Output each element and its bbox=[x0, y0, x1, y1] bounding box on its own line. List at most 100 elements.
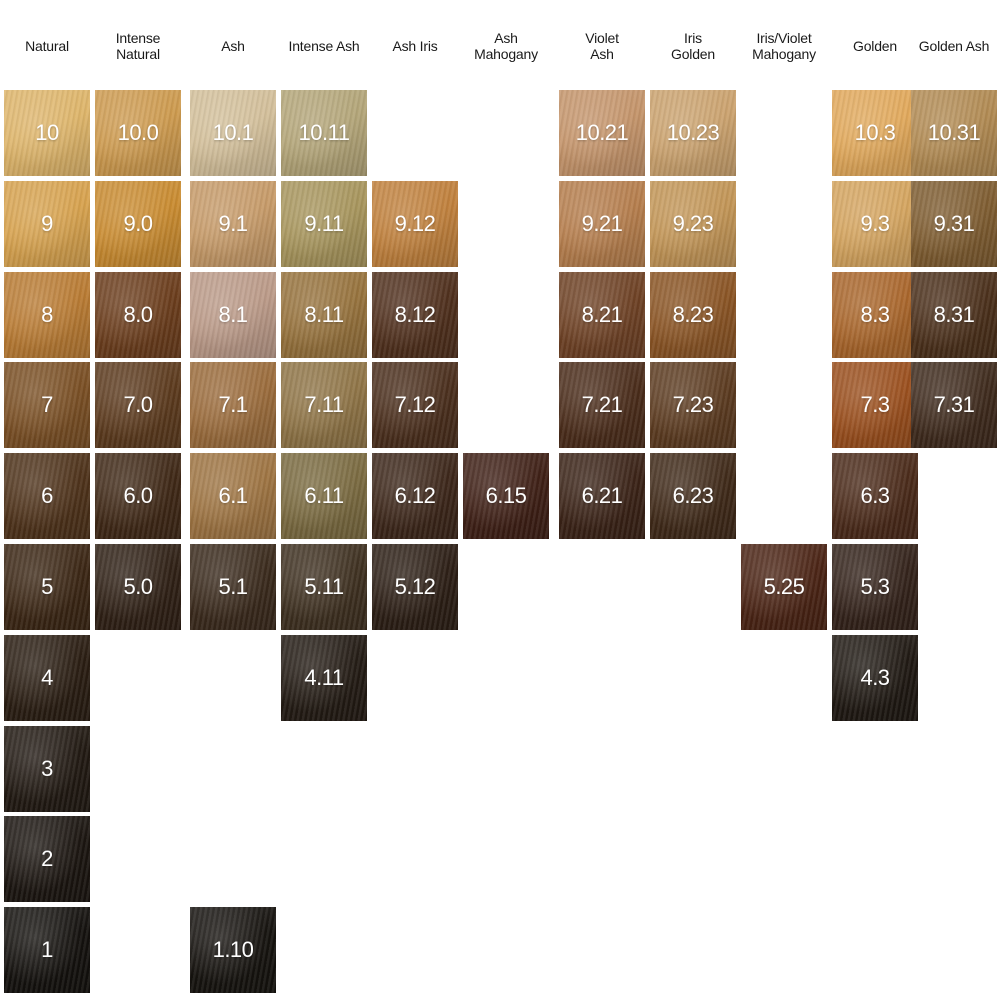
color-swatch-6-15[interactable]: 6.15 bbox=[463, 453, 549, 539]
color-swatch-5-12[interactable]: 5.12 bbox=[372, 544, 458, 630]
color-swatch-5-11[interactable]: 5.11 bbox=[281, 544, 367, 630]
swatch-code: 10.21 bbox=[575, 120, 629, 145]
color-swatch-5-3[interactable]: 5.3 bbox=[832, 544, 918, 630]
color-swatch-9-23[interactable]: 9.23 bbox=[650, 181, 736, 267]
color-swatch-7-3[interactable]: 7.3 bbox=[832, 362, 918, 448]
swatch-code: 3 bbox=[41, 756, 53, 781]
color-swatch-7-21[interactable]: 7.21 bbox=[559, 362, 645, 448]
color-swatch-4-11[interactable]: 4.11 bbox=[281, 635, 367, 721]
swatch-code: 9.11 bbox=[304, 211, 344, 236]
color-swatch-6-1[interactable]: 6.1 bbox=[190, 453, 276, 539]
color-swatch-5-25[interactable]: 5.25 bbox=[741, 544, 827, 630]
swatch-code: 8.23 bbox=[672, 302, 714, 327]
color-swatch-8-12[interactable]: 8.12 bbox=[372, 272, 458, 358]
column-header-iris-golden: Iris Golden bbox=[671, 30, 715, 62]
swatch-code: 10.11 bbox=[298, 120, 350, 145]
color-swatch-9-12[interactable]: 9.12 bbox=[372, 181, 458, 267]
color-swatch-10-0[interactable]: 10.0 bbox=[95, 90, 181, 176]
color-swatch-3[interactable]: 3 bbox=[4, 726, 90, 812]
column-header-intense-ash: Intense Ash bbox=[288, 38, 360, 54]
color-swatch-8-21[interactable]: 8.21 bbox=[559, 272, 645, 358]
swatch-code: 8.1 bbox=[218, 302, 248, 327]
color-swatch-6-3[interactable]: 6.3 bbox=[832, 453, 918, 539]
color-swatch-6[interactable]: 6 bbox=[4, 453, 90, 539]
swatch-code: 6.21 bbox=[581, 483, 623, 508]
color-swatch-8-11[interactable]: 8.11 bbox=[281, 272, 367, 358]
color-swatch-4-3[interactable]: 4.3 bbox=[832, 635, 918, 721]
swatch-code: 8.31 bbox=[933, 302, 975, 327]
swatch-code: 5.25 bbox=[763, 574, 805, 599]
swatch-code: 4.3 bbox=[860, 665, 890, 690]
color-swatch-7-31[interactable]: 7.31 bbox=[911, 362, 997, 448]
swatch-code: 5.1 bbox=[218, 574, 248, 599]
column-header-iris-violet-mahogany: Iris/Violet Mahogany bbox=[752, 30, 816, 62]
color-swatch-8-0[interactable]: 8.0 bbox=[95, 272, 181, 358]
swatch-code: 8.21 bbox=[581, 302, 623, 327]
swatch-code: 9 bbox=[41, 211, 53, 236]
color-swatch-7-11[interactable]: 7.11 bbox=[281, 362, 367, 448]
color-swatch-9-1[interactable]: 9.1 bbox=[190, 181, 276, 267]
color-swatch-10-11[interactable]: 10.11 bbox=[281, 90, 367, 176]
swatch-code: 10.23 bbox=[666, 120, 720, 145]
color-swatch-8-31[interactable]: 8.31 bbox=[911, 272, 997, 358]
color-swatch-6-23[interactable]: 6.23 bbox=[650, 453, 736, 539]
color-swatch-7-12[interactable]: 7.12 bbox=[372, 362, 458, 448]
color-swatch-10-23[interactable]: 10.23 bbox=[650, 90, 736, 176]
color-swatch-9-31[interactable]: 9.31 bbox=[911, 181, 997, 267]
color-swatch-8-3[interactable]: 8.3 bbox=[832, 272, 918, 358]
swatch-code: 6.0 bbox=[123, 483, 153, 508]
swatch-code: 5.3 bbox=[860, 574, 890, 599]
color-swatch-5-1[interactable]: 5.1 bbox=[190, 544, 276, 630]
color-swatch-6-21[interactable]: 6.21 bbox=[559, 453, 645, 539]
color-swatch-2[interactable]: 2 bbox=[4, 816, 90, 902]
color-swatch-6-12[interactable]: 6.12 bbox=[372, 453, 458, 539]
color-swatch-10-31[interactable]: 10.31 bbox=[911, 90, 997, 176]
column-header-natural: Natural bbox=[25, 38, 69, 54]
color-swatch-9-3[interactable]: 9.3 bbox=[832, 181, 918, 267]
color-swatch-9-21[interactable]: 9.21 bbox=[559, 181, 645, 267]
swatch-code: 6.1 bbox=[218, 483, 248, 508]
color-swatch-7-23[interactable]: 7.23 bbox=[650, 362, 736, 448]
color-swatch-9-0[interactable]: 9.0 bbox=[95, 181, 181, 267]
swatch-code: 10.31 bbox=[927, 120, 981, 145]
color-swatch-9[interactable]: 9 bbox=[4, 181, 90, 267]
swatch-code: 9.21 bbox=[581, 211, 623, 236]
color-swatch-10-21[interactable]: 10.21 bbox=[559, 90, 645, 176]
swatch-code: 6.12 bbox=[394, 483, 436, 508]
color-swatch-9-11[interactable]: 9.11 bbox=[281, 181, 367, 267]
color-swatch-7[interactable]: 7 bbox=[4, 362, 90, 448]
swatch-code: 2 bbox=[41, 846, 53, 871]
swatch-code: 9.12 bbox=[394, 211, 436, 236]
color-swatch-10-1[interactable]: 10.1 bbox=[190, 90, 276, 176]
swatch-code: 6 bbox=[41, 483, 53, 508]
color-swatch-8-1[interactable]: 8.1 bbox=[190, 272, 276, 358]
color-swatch-1-10[interactable]: 1.10 bbox=[190, 907, 276, 993]
color-swatch-5[interactable]: 5 bbox=[4, 544, 90, 630]
color-swatch-6-11[interactable]: 6.11 bbox=[281, 453, 367, 539]
column-header-golden-ash: Golden Ash bbox=[918, 38, 990, 54]
color-swatch-7-0[interactable]: 7.0 bbox=[95, 362, 181, 448]
swatch-code: 8.11 bbox=[304, 302, 344, 327]
swatch-code: 9.31 bbox=[933, 211, 975, 236]
color-swatch-8[interactable]: 8 bbox=[4, 272, 90, 358]
color-swatch-8-23[interactable]: 8.23 bbox=[650, 272, 736, 358]
column-header-ash-mahogany: Ash Mahogany bbox=[474, 30, 538, 62]
swatch-code: 6.11 bbox=[304, 483, 344, 508]
swatch-code: 4.11 bbox=[304, 665, 344, 690]
color-swatch-7-1[interactable]: 7.1 bbox=[190, 362, 276, 448]
color-swatch-5-0[interactable]: 5.0 bbox=[95, 544, 181, 630]
swatch-code: 1 bbox=[41, 937, 53, 962]
swatch-code: 5 bbox=[41, 574, 53, 599]
color-swatch-4[interactable]: 4 bbox=[4, 635, 90, 721]
swatch-code: 7.12 bbox=[394, 392, 436, 417]
column-header-golden: Golden bbox=[853, 38, 897, 54]
color-swatch-1[interactable]: 1 bbox=[4, 907, 90, 993]
color-swatch-6-0[interactable]: 6.0 bbox=[95, 453, 181, 539]
color-swatch-10-3[interactable]: 10.3 bbox=[832, 90, 918, 176]
swatch-code: 6.15 bbox=[485, 483, 527, 508]
color-swatch-10[interactable]: 10 bbox=[4, 90, 90, 176]
column-header-ash-iris: Ash Iris bbox=[392, 38, 438, 54]
swatch-code: 8 bbox=[41, 302, 53, 327]
swatch-code: 7.1 bbox=[218, 392, 248, 417]
